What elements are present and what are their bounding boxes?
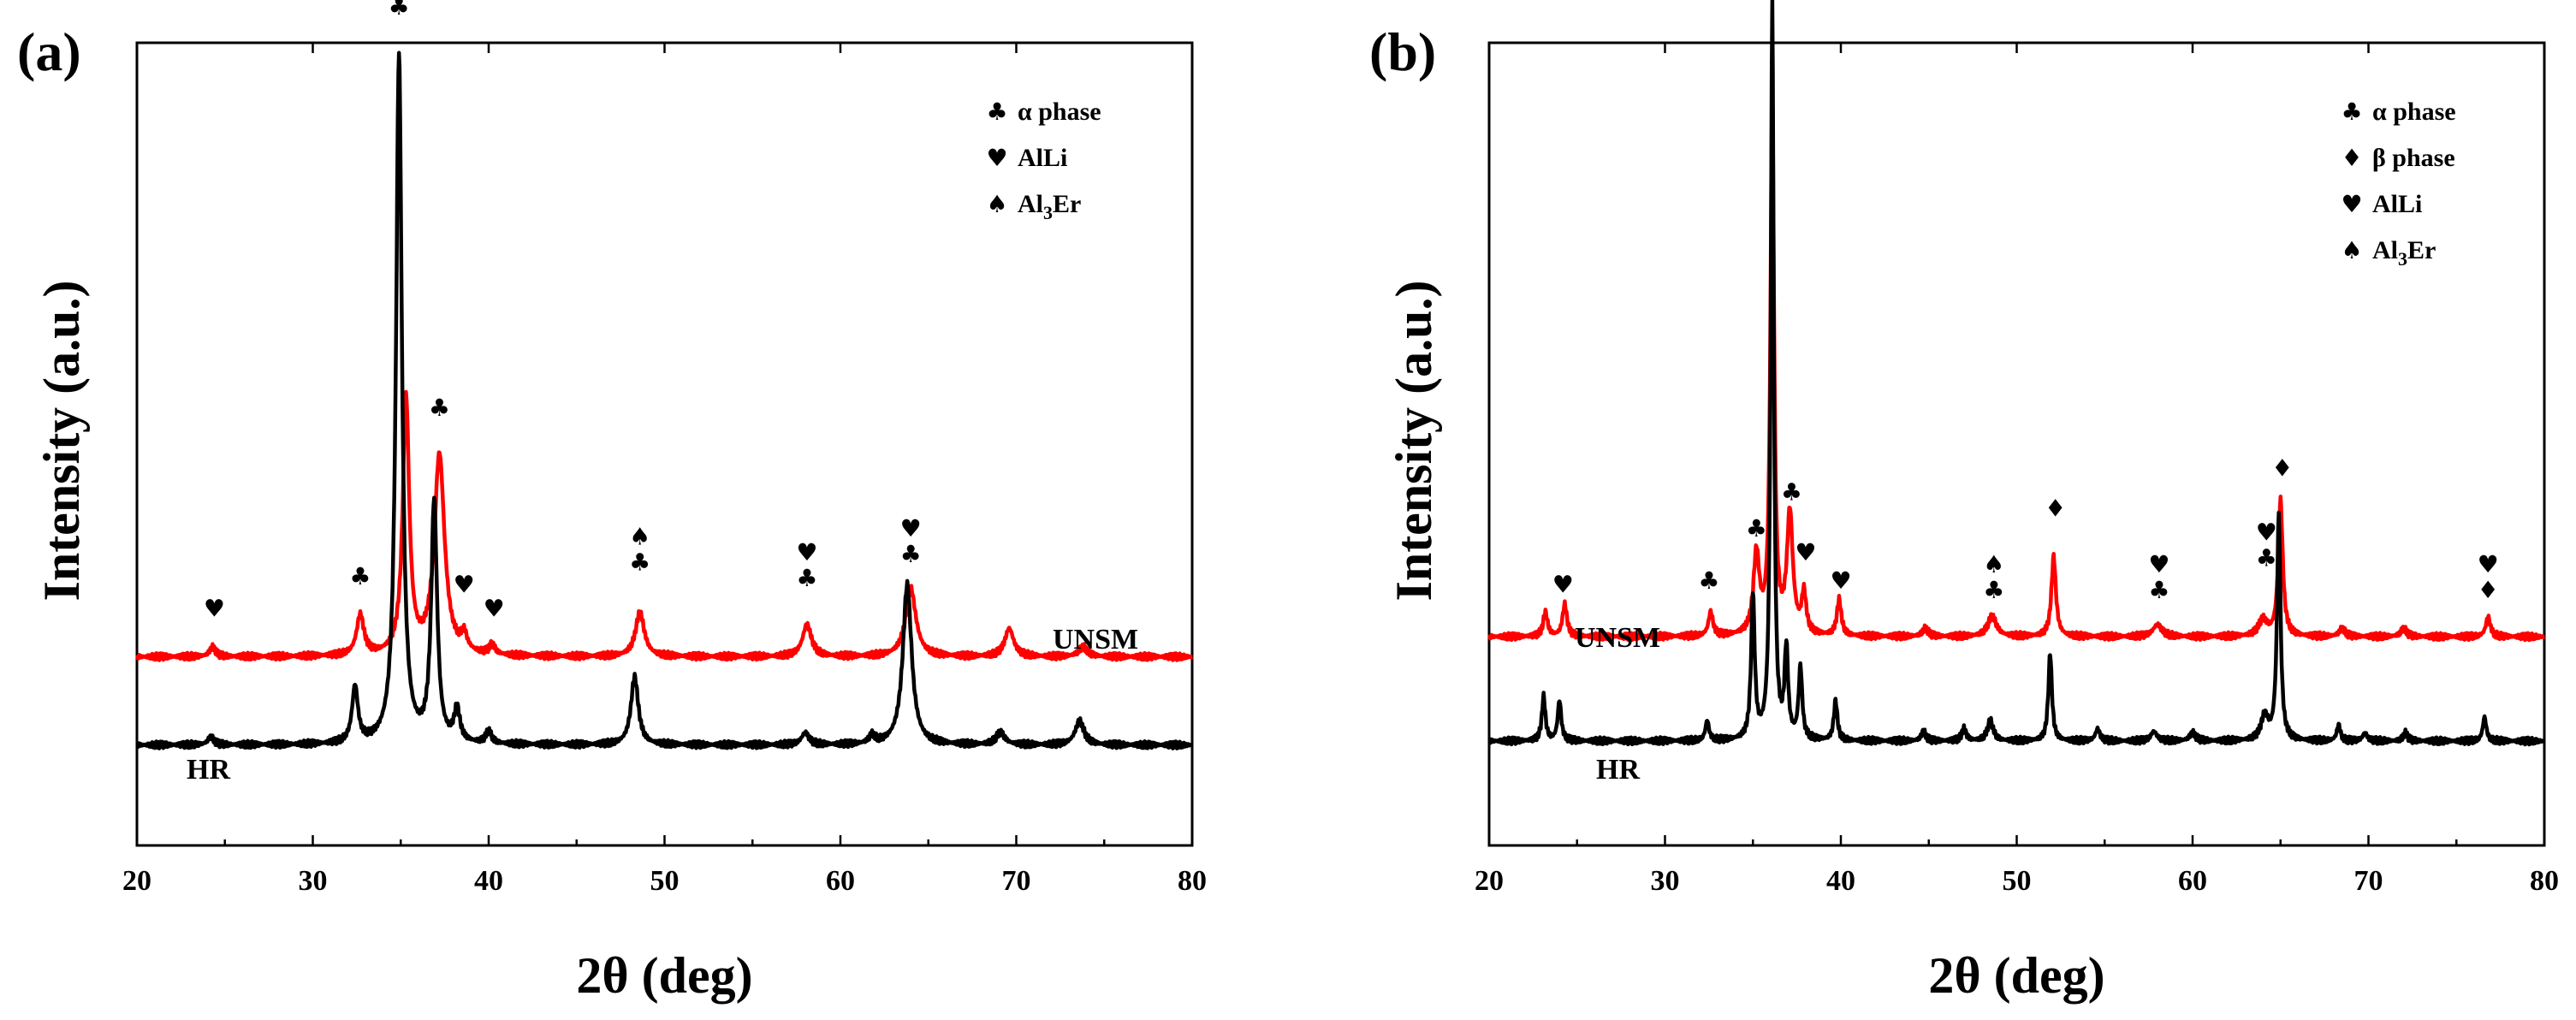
peak-marker: ♥ bbox=[204, 595, 225, 623]
legend-symbol: ♠ bbox=[2341, 236, 2362, 264]
x-tick-label: 40 bbox=[1826, 865, 1855, 897]
x-tick-label: 20 bbox=[122, 865, 151, 897]
legend-label: Al3Er bbox=[2372, 236, 2436, 270]
peak-marker: ♥ bbox=[1795, 538, 1816, 566]
peak-marker: ♦ bbox=[2271, 454, 2293, 483]
x-tick-label: 30 bbox=[299, 865, 328, 897]
peak-marker: ♥ bbox=[2256, 519, 2277, 547]
legend-label: α phase bbox=[2372, 98, 2456, 126]
legend-label: β phase bbox=[2372, 144, 2455, 172]
legend-symbol: ♣ bbox=[986, 98, 1007, 126]
peak-marker: ♥ bbox=[454, 571, 475, 599]
peak-marker: ♣ bbox=[1983, 576, 2004, 604]
x-tick-label: 50 bbox=[2003, 865, 2032, 897]
x-tick-label: 70 bbox=[2354, 865, 2383, 897]
legend-symbol: ♥ bbox=[2341, 190, 2362, 218]
peak-marker: ♠ bbox=[629, 522, 650, 550]
x-tick-label: 80 bbox=[1178, 865, 1207, 897]
peak-marker: ♣ bbox=[2256, 544, 2277, 572]
series-line-hr bbox=[135, 50, 1194, 750]
series-label-unsm: UNSM bbox=[1053, 624, 1138, 655]
series-label-hr: HR bbox=[1596, 754, 1640, 786]
legend-label: AlLi bbox=[1018, 144, 1067, 172]
legend-label: Al3Er bbox=[1018, 190, 1081, 223]
peak-marker: ♣ bbox=[1698, 566, 1719, 595]
chart-panel-b: (b) 20 30 40 50 60 70 80 2θ (deg) Intensity (a.u.… bbox=[1369, 0, 2559, 1004]
legend-symbol: ♠ bbox=[986, 190, 1007, 218]
series-line-hr bbox=[1487, 0, 2546, 747]
peak-marker: ♠ bbox=[1983, 550, 2004, 578]
x-tick-label: 50 bbox=[650, 865, 680, 897]
peak-marker: ♥ bbox=[796, 538, 817, 566]
peak-marker: ♣ bbox=[1746, 514, 1767, 543]
peak-marker: ♥ bbox=[1830, 566, 1851, 595]
peak-marker: ♣ bbox=[389, 0, 410, 21]
panel-label: (a) bbox=[17, 21, 81, 82]
x-tick-label: 40 bbox=[474, 865, 503, 897]
legend-symbol: ♦ bbox=[2341, 144, 2362, 172]
x-axis-title: 2θ (deg) bbox=[1928, 947, 2104, 1004]
series-label-hr: HR bbox=[187, 754, 230, 786]
legend-symbol: ♥ bbox=[986, 144, 1007, 172]
peak-marker: ♥ bbox=[2148, 550, 2169, 578]
peak-marker: ♣ bbox=[2148, 576, 2169, 604]
series-line-unsm bbox=[1487, 80, 2546, 643]
x-tick-label: 60 bbox=[2178, 865, 2207, 897]
chart-panel-a: (a) 20 30 40 50 60 70 80 2θ (deg) Intensity (a.u.… bbox=[17, 0, 1207, 1004]
legend-label: α phase bbox=[1018, 98, 1101, 126]
peak-marker: ♥ bbox=[900, 514, 922, 543]
y-axis-title: Intensity (a.u.) bbox=[1386, 280, 1442, 601]
peak-marker: ♥ bbox=[1552, 571, 1574, 599]
peak-marker: ♣ bbox=[349, 562, 371, 590]
x-tick-label: 80 bbox=[2530, 865, 2559, 897]
x-axis-title: 2θ (deg) bbox=[576, 947, 752, 1004]
peak-marker: ♦ bbox=[2045, 494, 2066, 522]
x-tick-label: 30 bbox=[1651, 865, 1680, 897]
peak-marker: ♣ bbox=[796, 564, 817, 592]
legend-label: AlLi bbox=[2372, 190, 2422, 218]
peak-marker: ♦ bbox=[2478, 576, 2499, 604]
peak-marker: ♣ bbox=[1781, 478, 1802, 507]
peak-marker: ♥ bbox=[484, 595, 505, 623]
x-tick-label: 20 bbox=[1475, 865, 1504, 897]
peak-marker: ♣ bbox=[429, 394, 450, 422]
peak-marker: ♣ bbox=[629, 548, 650, 576]
legend-symbol: ♣ bbox=[2341, 98, 2362, 126]
panel-label: (b) bbox=[1369, 21, 1436, 82]
peak-marker: ♣ bbox=[900, 540, 922, 568]
x-tick-label: 70 bbox=[1002, 865, 1031, 897]
series-label-unsm: UNSM bbox=[1575, 622, 1660, 654]
y-axis-title: Intensity (a.u.) bbox=[33, 280, 90, 601]
series-line-unsm bbox=[135, 389, 1194, 662]
peak-marker: ♥ bbox=[2478, 550, 2499, 578]
x-tick-label: 60 bbox=[826, 865, 855, 897]
